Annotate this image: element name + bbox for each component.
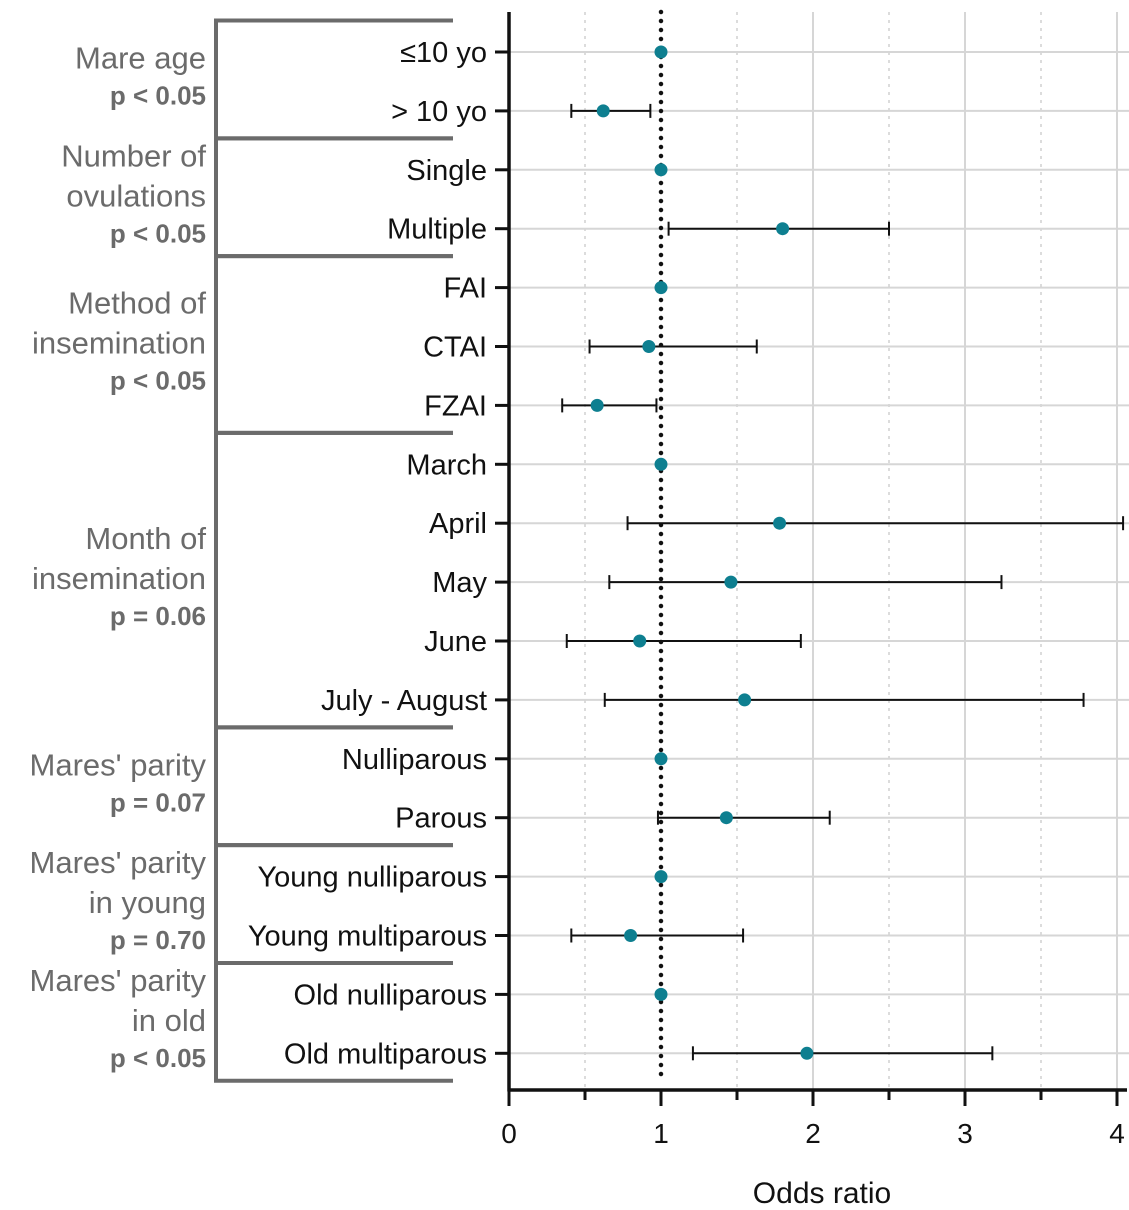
group-label: insemination — [32, 326, 206, 361]
odds-ratio-point — [654, 870, 668, 884]
odds-ratio-point — [624, 929, 638, 942]
group-p-value: p < 0.05 — [110, 366, 206, 396]
category-label: Old multiparous — [284, 1038, 487, 1070]
x-tick-label: 2 — [805, 1118, 821, 1149]
group-p-value: p = 0.70 — [110, 925, 206, 955]
group-label: Method of — [68, 286, 206, 321]
category-label: Multiple — [387, 214, 487, 246]
category-label: Young multiparous — [248, 921, 487, 953]
category-label: Nulliparous — [342, 744, 487, 776]
group-label: Mare age — [75, 40, 206, 75]
group-label: Month of — [85, 521, 206, 556]
odds-ratio-point — [773, 516, 787, 530]
odds-ratio-point — [654, 163, 668, 177]
odds-ratio-point — [654, 281, 668, 295]
odds-ratio-point — [776, 222, 790, 236]
odds-ratio-point — [654, 457, 668, 471]
x-tick-label: 3 — [957, 1118, 973, 1149]
group-p-value: p < 0.05 — [110, 80, 206, 110]
group-p-value: p = 0.07 — [110, 787, 206, 817]
x-axis-title: Odds ratio — [753, 1177, 891, 1210]
odds-ratio-point — [738, 693, 752, 707]
group-bracket — [214, 960, 453, 1083]
odds-ratio-point — [654, 45, 668, 59]
group-labels: Mare age p < 0.05 Number of ovulations p < 0… — [30, 40, 207, 1072]
category-label: > 10 yo — [391, 96, 487, 128]
category-label: CTAI — [423, 332, 487, 364]
odds-ratio-point — [800, 1046, 814, 1060]
odds-ratio-point — [590, 398, 604, 412]
group-label: in old — [132, 1003, 206, 1038]
group-bracket — [214, 254, 453, 435]
data-marks — [561, 45, 1125, 1061]
odds-ratio-point — [724, 575, 738, 589]
category-label: July - August — [321, 685, 487, 717]
odds-ratio-point — [654, 752, 668, 766]
group-label: in young — [89, 885, 206, 920]
gridlines — [509, 12, 1129, 1090]
odds-ratio-point — [633, 634, 647, 648]
category-label: May — [432, 567, 487, 599]
group-label: Mares' parity — [30, 845, 207, 880]
category-label: June — [424, 626, 487, 658]
group-brackets — [214, 18, 453, 1083]
group-p-value: p = 0.06 — [110, 601, 206, 631]
category-label: Parous — [395, 803, 487, 835]
odds-ratio-point — [719, 811, 733, 825]
group-label: Number of — [61, 138, 206, 173]
group-p-value: p < 0.05 — [110, 218, 206, 248]
group-label: insemination — [32, 561, 206, 596]
category-label: FAI — [443, 273, 487, 305]
category-label: March — [406, 449, 487, 481]
axes: 0 1 2 3 4 — [495, 12, 1127, 1149]
group-label: Mares' parity — [30, 747, 207, 782]
odds-ratio-point — [654, 987, 668, 1001]
x-tick-label: 0 — [501, 1118, 517, 1149]
category-label: Old nulliparous — [294, 979, 487, 1011]
category-label: FZAI — [424, 390, 487, 422]
category-label: April — [429, 508, 487, 540]
group-p-value: p < 0.05 — [110, 1043, 206, 1073]
category-label: ≤10 yo — [400, 37, 487, 69]
x-tick-label: 1 — [653, 1118, 669, 1149]
category-label: Single — [406, 155, 487, 187]
group-label: Mares' parity — [30, 963, 207, 998]
category-labels: ≤10 yo > 10 yo Single Multiple FAI CTAI FZAI Ma… — [248, 37, 488, 1070]
odds-ratio-point — [642, 340, 656, 353]
group-label: ovulations — [66, 178, 206, 213]
category-label: Young nulliparous — [257, 862, 487, 894]
odds-ratio-point — [596, 104, 610, 118]
x-tick-label: 4 — [1109, 1118, 1125, 1149]
